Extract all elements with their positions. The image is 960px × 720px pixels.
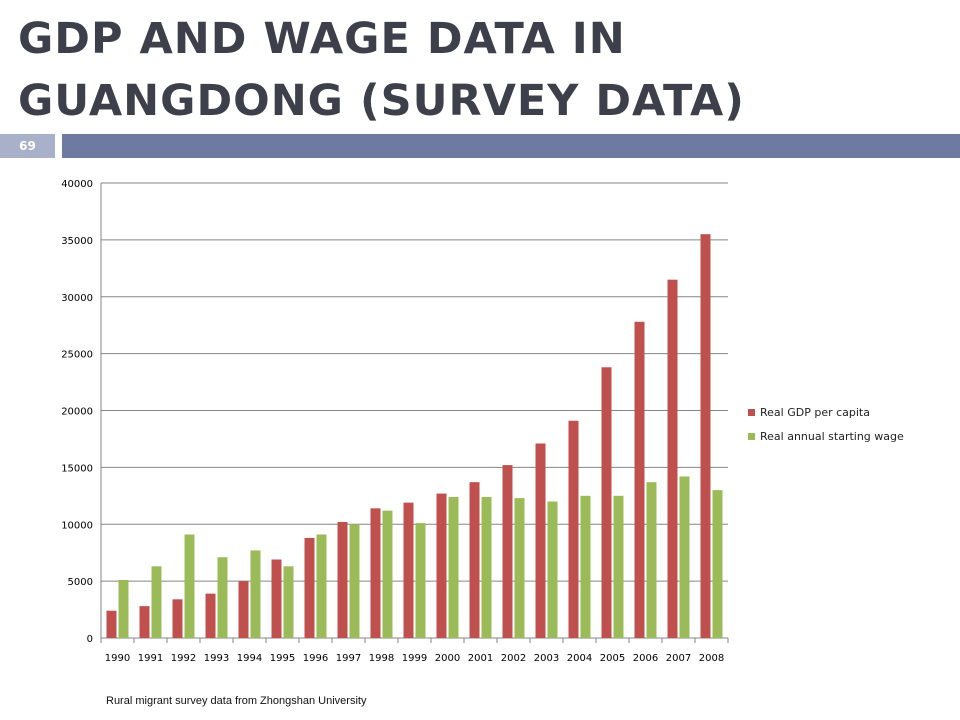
x-tick-label: 1990 xyxy=(105,653,130,664)
bar-gdp xyxy=(700,234,711,638)
x-tick-label: 1991 xyxy=(138,653,163,664)
page-number: 69 xyxy=(0,134,55,158)
x-tick-label: 1995 xyxy=(270,653,295,664)
bar-wage xyxy=(382,510,393,638)
bar-chart: 0 5000 10000 15000 20000 25000 30000 35000 40000… xyxy=(61,179,729,664)
source-note: Rural migrant survey data from Zhongshan… xyxy=(106,695,367,707)
bar-wage xyxy=(415,523,426,638)
bar-gdp xyxy=(667,279,678,638)
bar-gdp xyxy=(205,593,216,638)
x-tick-label: 1999 xyxy=(402,653,427,664)
bar-wage xyxy=(580,495,591,638)
y-tick-label: 25000 xyxy=(61,350,93,361)
chart-legend: Real GDP per capita Real annual starting… xyxy=(748,400,904,448)
x-tick-label: 2000 xyxy=(435,653,460,664)
x-tick-label: 1997 xyxy=(336,653,361,664)
bar-wage xyxy=(679,476,690,638)
x-tick-label: 2004 xyxy=(567,653,592,664)
y-tick-label: 30000 xyxy=(61,293,93,304)
legend-item-gdp: Real GDP per capita xyxy=(748,400,904,424)
bar-wage xyxy=(481,496,492,638)
bar-wage xyxy=(514,498,525,638)
bar-wage xyxy=(283,566,294,638)
bar-gdp xyxy=(139,606,150,638)
slide-title-line2: GUANGDONG (SURVEY DATA) xyxy=(18,76,745,126)
bar-wage xyxy=(250,550,261,638)
bar-wage xyxy=(646,482,657,638)
x-tick-label: 2001 xyxy=(468,653,493,664)
y-tick-label: 5000 xyxy=(68,577,93,588)
bar-gdp xyxy=(403,502,414,638)
x-tick-label: 2003 xyxy=(534,653,559,664)
bar-gdp xyxy=(172,599,183,638)
bar-wage xyxy=(712,490,723,638)
bar-wage xyxy=(184,534,195,638)
bar-wage xyxy=(613,495,624,638)
header-band xyxy=(62,134,960,158)
slide-title: GDP AND WAGE DATA IN GUANGDONG (SURVEY D… xyxy=(18,8,938,132)
y-tick-label: 40000 xyxy=(61,179,93,190)
x-tick-label: 1998 xyxy=(369,653,394,664)
bar-wage xyxy=(349,524,360,638)
bar-wage xyxy=(217,557,228,638)
bar-wage xyxy=(547,501,558,638)
bar-wage xyxy=(151,566,162,638)
y-tick-label: 35000 xyxy=(61,236,93,247)
y-tick-label: 15000 xyxy=(61,463,93,474)
bar-gdp xyxy=(337,521,348,638)
y-tick-label: 0 xyxy=(87,634,93,645)
bar-gdp xyxy=(304,537,315,638)
x-tick-label: 1993 xyxy=(204,653,229,664)
legend-swatch-gdp xyxy=(748,408,755,416)
legend-item-wage: Real annual starting wage xyxy=(748,424,904,448)
bar-gdp xyxy=(601,367,612,638)
x-tick-label: 2007 xyxy=(666,653,691,664)
bar-gdp xyxy=(535,443,546,638)
bar-wage xyxy=(448,496,459,638)
bar-gdp xyxy=(502,465,513,638)
x-tick-label: 2005 xyxy=(600,653,625,664)
x-tick-label: 2006 xyxy=(633,653,658,664)
x-tick-label: 2008 xyxy=(699,653,724,664)
legend-label-wage: Real annual starting wage xyxy=(760,429,904,443)
slide-title-line1: GDP AND WAGE DATA IN xyxy=(18,14,626,64)
bar-gdp xyxy=(271,559,282,638)
bar-gdp xyxy=(238,581,249,638)
y-tick-label: 20000 xyxy=(61,407,93,418)
legend-label-gdp: Real GDP per capita xyxy=(760,405,870,419)
legend-swatch-wage xyxy=(748,432,755,440)
bar-gdp xyxy=(436,493,447,638)
bar-wage xyxy=(118,579,129,638)
y-tick-label: 10000 xyxy=(61,520,93,531)
bar-wage xyxy=(316,534,327,638)
bar-gdp xyxy=(370,508,381,638)
x-tick-label: 1992 xyxy=(171,653,196,664)
bar-gdp xyxy=(634,321,645,638)
bar-gdp xyxy=(469,482,480,638)
bar-gdp xyxy=(568,420,579,638)
x-tick-label: 2002 xyxy=(501,653,526,664)
x-tick-label: 1994 xyxy=(237,653,262,664)
x-tick-label: 1996 xyxy=(303,653,328,664)
bar-gdp xyxy=(106,610,117,638)
